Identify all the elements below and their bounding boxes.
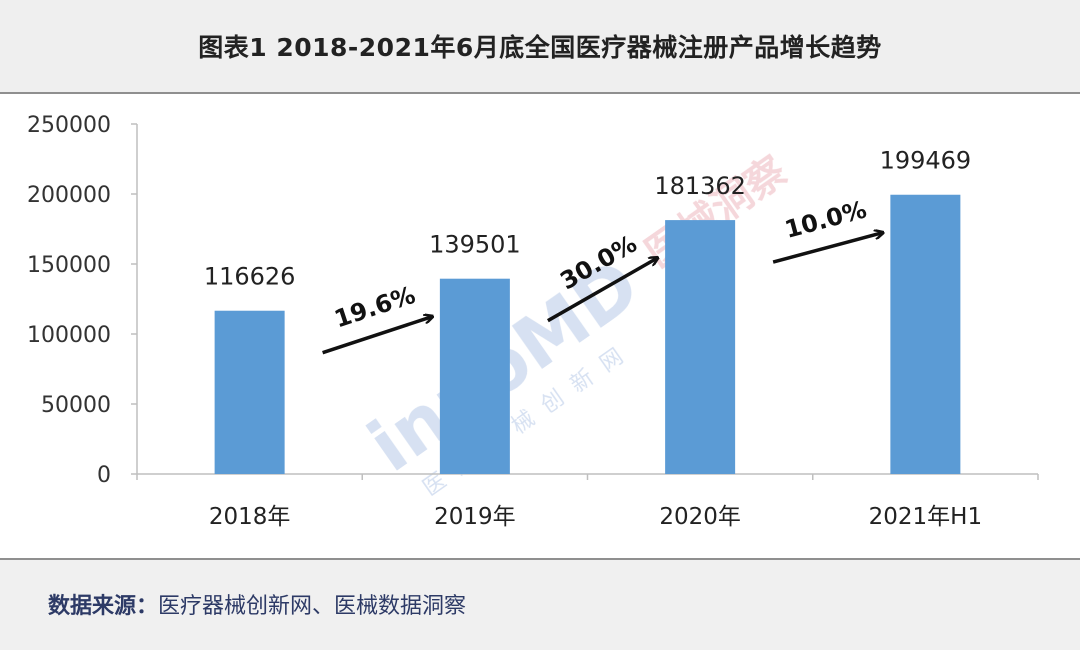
x-tick-label: 2021年H1 bbox=[869, 504, 982, 530]
growth-rate-label: 10.0% bbox=[782, 195, 870, 244]
x-tick-label: 2020年 bbox=[659, 504, 741, 530]
y-tick-label: 0 bbox=[97, 463, 111, 488]
chart-panel: innoMD 医疗器械创新网 医械洞察 05000010000015000020… bbox=[0, 94, 1080, 560]
bars: 116626 2018年 139501 2019年 181362 2020年 199469 2… bbox=[204, 147, 982, 530]
y-tick-label: 200000 bbox=[27, 183, 111, 208]
y-tick-label: 150000 bbox=[27, 253, 111, 278]
x-tick-label: 2018年 bbox=[209, 504, 291, 530]
footer: 数据来源：医疗器械创新网、医械数据洞察 bbox=[0, 560, 1080, 650]
bar-value-label: 181362 bbox=[654, 172, 746, 200]
bar-value-label: 139501 bbox=[429, 231, 521, 259]
y-tick-label: 250000 bbox=[27, 113, 111, 138]
bar bbox=[890, 194, 961, 474]
chart-title: 图表1 2018-2021年6月底全国医疗器械注册产品增长趋势 bbox=[198, 33, 882, 62]
axes: 0 50000 100000 150000 200000 250000 bbox=[27, 113, 1039, 488]
bar-value-label: 199469 bbox=[880, 147, 972, 175]
title-bar: 图表1 2018-2021年6月底全国医疗器械注册产品增长趋势 bbox=[0, 0, 1080, 94]
y-tick-label: 100000 bbox=[27, 323, 111, 348]
bar-chart: innoMD 医疗器械创新网 医械洞察 05000010000015000020… bbox=[27, 113, 1039, 530]
y-tick-label: 50000 bbox=[41, 393, 111, 418]
bar bbox=[665, 220, 736, 474]
bar-value-label: 116626 bbox=[204, 263, 296, 291]
source-label: 数据来源： bbox=[48, 594, 159, 619]
growth-arrow bbox=[547, 258, 657, 323]
bar bbox=[439, 278, 510, 474]
bar bbox=[214, 310, 285, 474]
source-note: 数据来源：医疗器械创新网、医械数据洞察 bbox=[48, 588, 466, 620]
growth-arrow bbox=[772, 233, 882, 264]
source-value: 医疗器械创新网、医械数据洞察 bbox=[158, 594, 467, 619]
growth-arrow bbox=[322, 317, 432, 355]
x-tick-label: 2019年 bbox=[434, 504, 516, 530]
